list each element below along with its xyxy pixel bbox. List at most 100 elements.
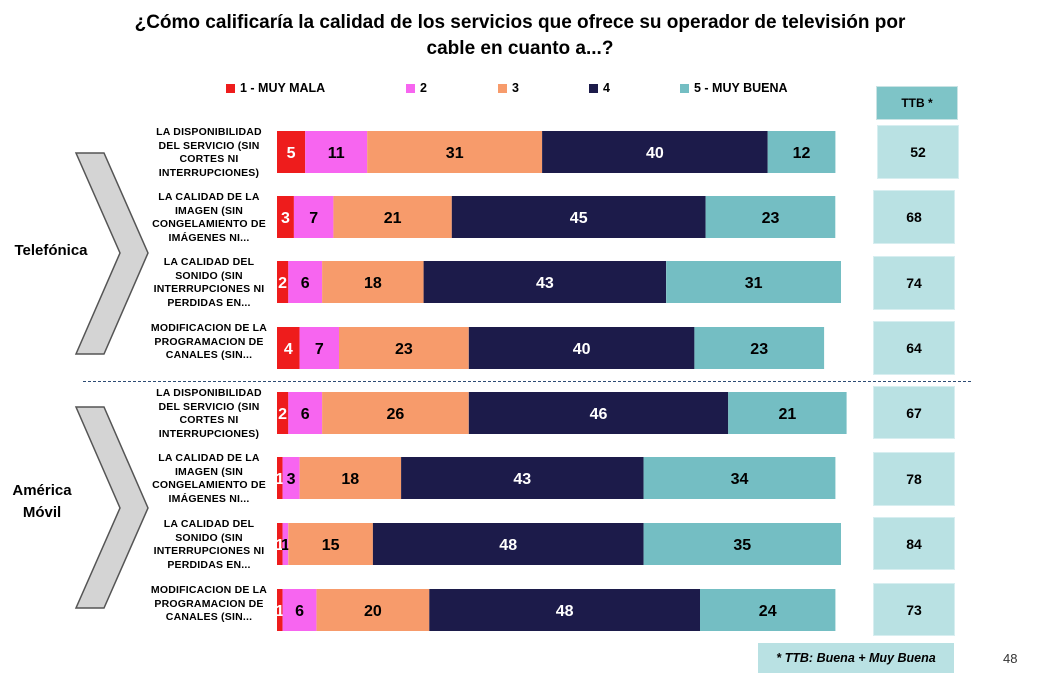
data-label: 24 xyxy=(759,603,777,620)
data-label: 7 xyxy=(315,341,324,358)
bar-segment xyxy=(643,457,836,499)
bar-segment xyxy=(277,261,289,303)
data-label: 3 xyxy=(281,210,290,227)
ttb-value: 74 xyxy=(873,256,955,310)
bar-segment xyxy=(694,327,825,369)
bar-segment xyxy=(288,392,323,434)
bar-row: 11 15 48 35 xyxy=(275,523,841,565)
bar-row: 5 11 31 40 12 xyxy=(277,131,836,173)
bar-segment xyxy=(367,131,542,173)
bar-segment xyxy=(429,589,700,631)
bars-layer: 5 11 31 40 123 7 21 45 232 6 18 43 314 7 23 40 232 6 26 46 2… xyxy=(275,131,847,631)
data-label: 48 xyxy=(556,603,574,620)
bar-row: 1 6 20 48 24 xyxy=(275,589,836,631)
legend-swatch xyxy=(226,83,235,93)
bar-row: 2 6 18 43 31 xyxy=(277,261,841,303)
legend-swatch xyxy=(589,83,598,93)
data-label: 34 xyxy=(731,471,749,488)
bar-segment xyxy=(700,589,836,631)
bar-row: 3 7 21 45 23 xyxy=(277,196,836,238)
legend-label: 5 - MUY BUENA xyxy=(694,81,788,95)
data-label: 43 xyxy=(536,275,554,292)
bar-row: 1 3 18 43 34 xyxy=(275,457,836,499)
data-label: 1 xyxy=(275,537,284,554)
ttb-value: 68 xyxy=(873,190,955,244)
bar-segment xyxy=(299,327,340,369)
data-label: 2 xyxy=(278,275,287,292)
legend-item-2: 2 xyxy=(406,81,427,95)
row-label: LA CALIDAD DEL SONIDO (SIN INTERRUPCIONE… xyxy=(153,518,265,571)
bar-segment xyxy=(767,131,836,173)
bar-segment xyxy=(288,523,373,565)
legend-label: 2 xyxy=(420,81,427,95)
data-label: 31 xyxy=(745,275,763,292)
data-label: 48 xyxy=(499,537,517,554)
bar-segment xyxy=(277,589,283,631)
bar-segment xyxy=(468,392,729,434)
data-label: 23 xyxy=(750,341,768,358)
bar-segment xyxy=(277,457,283,499)
legend-label: 3 xyxy=(512,81,519,95)
group-divider xyxy=(83,381,971,382)
data-label: 15 xyxy=(322,537,340,554)
ttb-value: 67 xyxy=(873,386,955,439)
bar-segment xyxy=(643,523,841,565)
bar-segment xyxy=(468,327,695,369)
legend-item-4: 4 xyxy=(589,81,610,95)
ttb-header: TTB * xyxy=(876,86,958,120)
legend-item-3: 3 xyxy=(498,81,519,95)
data-label: 5 xyxy=(287,145,296,162)
data-label: 31 xyxy=(446,145,464,162)
data-label: 6 xyxy=(301,275,310,292)
bar-segment xyxy=(282,589,317,631)
data-label: 12 xyxy=(793,145,811,162)
data-label: 18 xyxy=(364,275,382,292)
ttb-value: 73 xyxy=(873,583,955,636)
group-label-america-movil: América Móvil xyxy=(12,482,72,521)
bar-segment xyxy=(333,196,452,238)
legend-swatch xyxy=(680,83,689,93)
chevron-shape xyxy=(74,406,149,609)
row-label: LA CALIDAD DE LA IMAGEN (SIN CONGELAMIEN… xyxy=(152,452,266,505)
bar-segment xyxy=(277,131,306,173)
bar-segment xyxy=(277,392,289,434)
bar-segment xyxy=(322,392,469,434)
data-label: 23 xyxy=(762,210,780,227)
legend-swatch xyxy=(406,83,415,93)
bar-segment xyxy=(728,392,847,434)
bar-segment xyxy=(316,589,430,631)
bar-segment xyxy=(305,131,368,173)
data-label: 21 xyxy=(384,210,402,227)
bar-segment xyxy=(277,327,300,369)
group-label-telefonica: Telefónica xyxy=(14,242,88,259)
data-label: 4 xyxy=(284,341,293,358)
legend-item-1: 1 - MUY MALA xyxy=(226,81,325,95)
data-label: 3 xyxy=(287,471,296,488)
data-label: 6 xyxy=(301,406,310,423)
data-label: 1 xyxy=(275,471,284,488)
data-label: 2 xyxy=(278,406,287,423)
data-label: 23 xyxy=(395,341,413,358)
bar-segment xyxy=(293,196,334,238)
data-label: 1 xyxy=(281,537,290,554)
data-label: 43 xyxy=(513,471,531,488)
data-label: 1 xyxy=(275,603,284,620)
bar-segment xyxy=(666,261,841,303)
bar-segment xyxy=(542,131,768,173)
group-chevron-telefonica xyxy=(74,152,149,355)
data-label: 6 xyxy=(295,603,304,620)
data-label: 21 xyxy=(779,406,797,423)
data-label: 20 xyxy=(364,603,382,620)
data-label: 11 xyxy=(328,145,345,162)
bar-segment xyxy=(282,523,289,565)
row-label: LA CALIDAD DEL SONIDO (SIN INTERRUPCIONE… xyxy=(153,256,265,309)
legend-label: 1 - MUY MALA xyxy=(240,81,326,95)
bar-segment xyxy=(322,261,424,303)
bar-row: 2 6 26 46 21 xyxy=(277,392,847,434)
chevron-shape xyxy=(74,152,149,355)
ttb-value: 78 xyxy=(873,452,955,506)
legend-item-5: 5 - MUY BUENA xyxy=(680,81,788,95)
ttb-value: 52 xyxy=(877,125,959,179)
legend-label: 4 xyxy=(603,81,610,95)
